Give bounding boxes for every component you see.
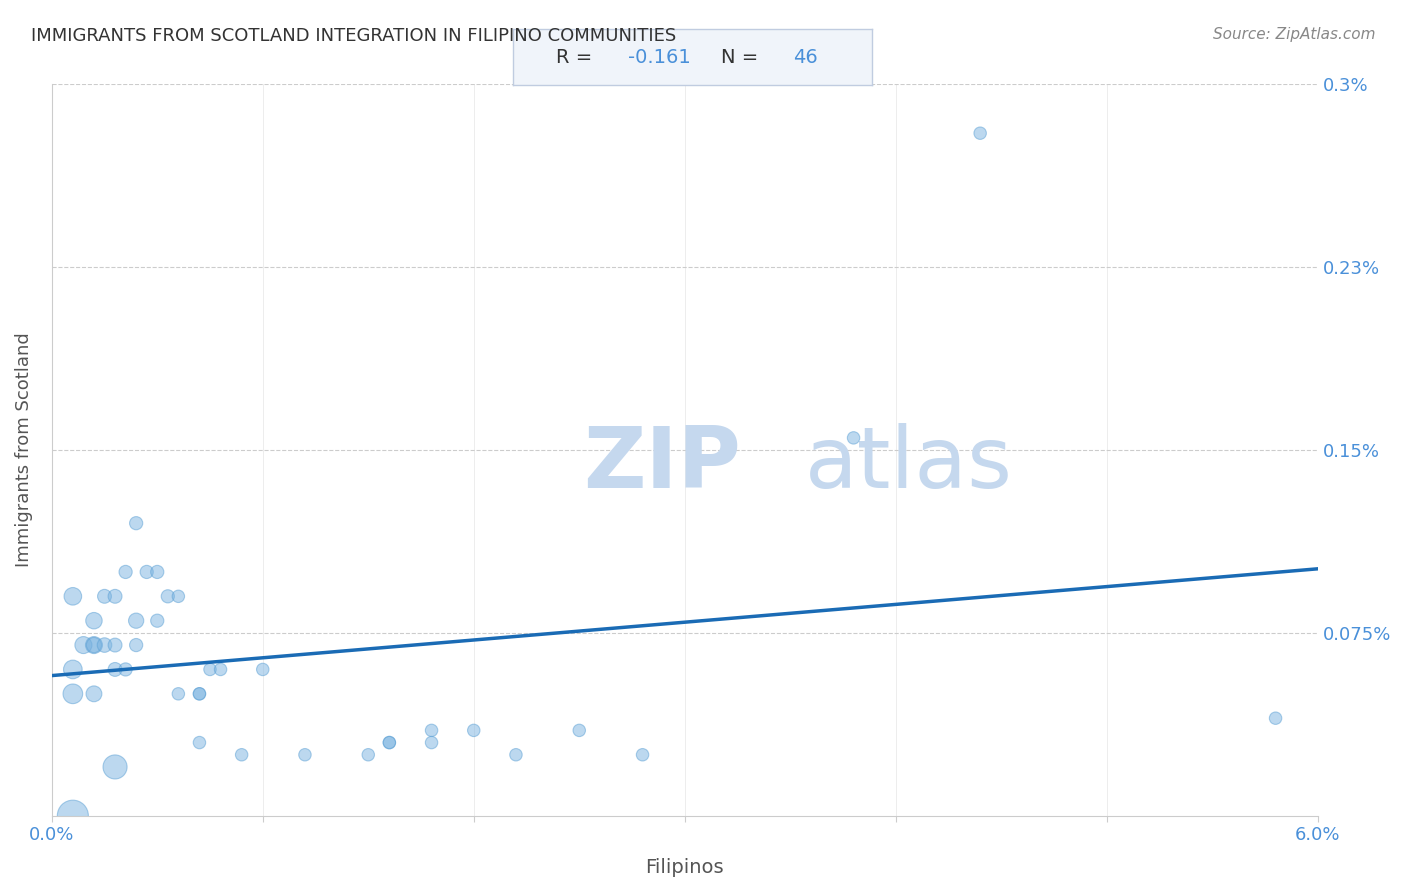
Text: -0.161: -0.161 bbox=[628, 47, 690, 67]
Point bbox=[969, 126, 991, 140]
Point bbox=[62, 808, 84, 822]
Point bbox=[420, 723, 443, 738]
Point bbox=[83, 687, 105, 701]
Text: R =: R = bbox=[557, 47, 599, 67]
Point bbox=[631, 747, 654, 762]
Point bbox=[62, 662, 84, 676]
Point bbox=[463, 723, 485, 738]
Point bbox=[93, 638, 115, 652]
Point bbox=[125, 638, 148, 652]
Point bbox=[114, 565, 136, 579]
Point bbox=[198, 662, 221, 676]
Point bbox=[125, 516, 148, 531]
Point bbox=[104, 638, 127, 652]
Point bbox=[93, 590, 115, 604]
Point bbox=[104, 590, 127, 604]
Point bbox=[378, 735, 401, 749]
Point bbox=[104, 662, 127, 676]
Text: Source: ZipAtlas.com: Source: ZipAtlas.com bbox=[1212, 27, 1375, 42]
Point bbox=[420, 735, 443, 749]
Point bbox=[104, 760, 127, 774]
Point bbox=[135, 565, 157, 579]
Text: atlas: atlas bbox=[806, 423, 1014, 506]
Point bbox=[842, 431, 865, 445]
Text: IMMIGRANTS FROM SCOTLAND INTEGRATION IN FILIPINO COMMUNITIES: IMMIGRANTS FROM SCOTLAND INTEGRATION IN … bbox=[31, 27, 676, 45]
Point bbox=[252, 662, 274, 676]
Point bbox=[125, 614, 148, 628]
Point bbox=[83, 614, 105, 628]
Text: ZIP: ZIP bbox=[583, 423, 741, 506]
Y-axis label: Immigrants from Scotland: Immigrants from Scotland bbox=[15, 333, 32, 567]
Point bbox=[188, 687, 211, 701]
Point bbox=[231, 747, 253, 762]
Point bbox=[62, 687, 84, 701]
Point bbox=[209, 662, 232, 676]
Point bbox=[83, 638, 105, 652]
Text: N =: N = bbox=[721, 47, 765, 67]
Point bbox=[114, 662, 136, 676]
Point bbox=[146, 614, 169, 628]
Point bbox=[1264, 711, 1286, 725]
Point bbox=[188, 735, 211, 749]
Point bbox=[294, 747, 316, 762]
Text: 46: 46 bbox=[793, 47, 818, 67]
Point bbox=[146, 565, 169, 579]
Point bbox=[62, 590, 84, 604]
Point bbox=[378, 735, 401, 749]
Point bbox=[188, 687, 211, 701]
X-axis label: Filipinos: Filipinos bbox=[645, 858, 724, 877]
Point bbox=[167, 590, 190, 604]
Point bbox=[505, 747, 527, 762]
Point bbox=[72, 638, 94, 652]
Point bbox=[167, 687, 190, 701]
Point bbox=[568, 723, 591, 738]
Point bbox=[156, 590, 179, 604]
Point bbox=[83, 638, 105, 652]
Point bbox=[357, 747, 380, 762]
